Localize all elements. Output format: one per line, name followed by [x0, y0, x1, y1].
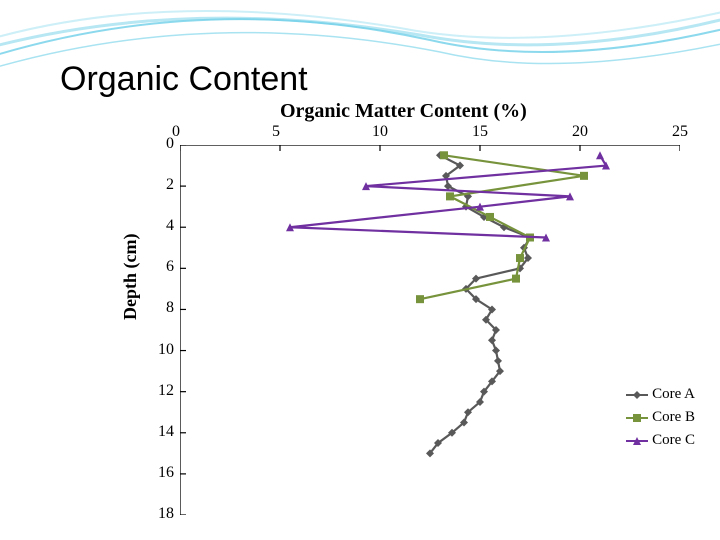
y-tick-label: 18	[158, 505, 174, 523]
legend-label: Core B	[652, 409, 695, 426]
legend-item: Core B	[626, 409, 695, 426]
legend-item: Core A	[626, 386, 695, 403]
y-tick-label: 16	[158, 464, 174, 482]
x-tick-label: 5	[272, 123, 280, 141]
slide-title: Organic Content	[60, 60, 308, 99]
y-tick-label: 14	[158, 423, 174, 441]
chart-title: Organic Matter Content (%)	[280, 100, 527, 123]
legend-swatch	[626, 412, 648, 424]
chart-svg	[180, 145, 680, 515]
y-tick-label: 2	[166, 176, 174, 194]
y-tick-label: 4	[166, 217, 174, 235]
x-tick-label: 25	[672, 123, 688, 141]
x-tick-label: 15	[472, 123, 488, 141]
chart-legend: Core A Core B Core C	[626, 380, 695, 455]
x-tick-label: 20	[572, 123, 588, 141]
y-tick-label: 10	[158, 341, 174, 359]
chart-plot-area	[180, 145, 680, 515]
legend-swatch	[626, 435, 648, 447]
x-tick-label: 10	[372, 123, 388, 141]
y-tick-label: 8	[166, 299, 174, 317]
legend-label: Core A	[652, 386, 695, 403]
y-tick-label: 0	[166, 135, 174, 153]
y-axis-label: Depth (cm)	[120, 234, 141, 320]
y-tick-label: 6	[166, 258, 174, 276]
legend-item: Core C	[626, 432, 695, 449]
legend-swatch	[626, 389, 648, 401]
y-tick-label: 12	[158, 382, 174, 400]
legend-label: Core C	[652, 432, 695, 449]
